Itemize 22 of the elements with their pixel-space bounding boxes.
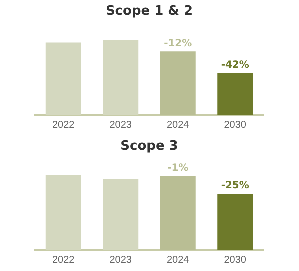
bar — [46, 42, 82, 115]
x-tick-label: 2030 — [224, 254, 247, 266]
bar — [103, 40, 139, 115]
x-tick-label: 2023 — [110, 254, 132, 266]
x-tick-label: 2024 — [167, 254, 190, 266]
bar — [218, 194, 254, 250]
annotation: -42% — [221, 60, 250, 71]
bar — [46, 176, 82, 250]
chart-title: Scope 3 — [120, 139, 178, 154]
bar — [160, 176, 196, 250]
annotation: -12% — [164, 38, 192, 50]
x-tick-label: 2024 — [167, 120, 190, 131]
bar — [103, 179, 139, 250]
x-tick-label: 2022 — [52, 254, 76, 266]
x-tick-label: 2023 — [110, 120, 132, 131]
annotation: -1% — [168, 162, 189, 174]
x-tick-label: 2030 — [224, 120, 247, 131]
bar — [160, 52, 196, 115]
chart-title: Scope 1 & 2 — [106, 4, 194, 20]
bar — [218, 73, 254, 115]
annotation: -25% — [221, 180, 250, 192]
x-tick-label: 2022 — [52, 120, 76, 131]
